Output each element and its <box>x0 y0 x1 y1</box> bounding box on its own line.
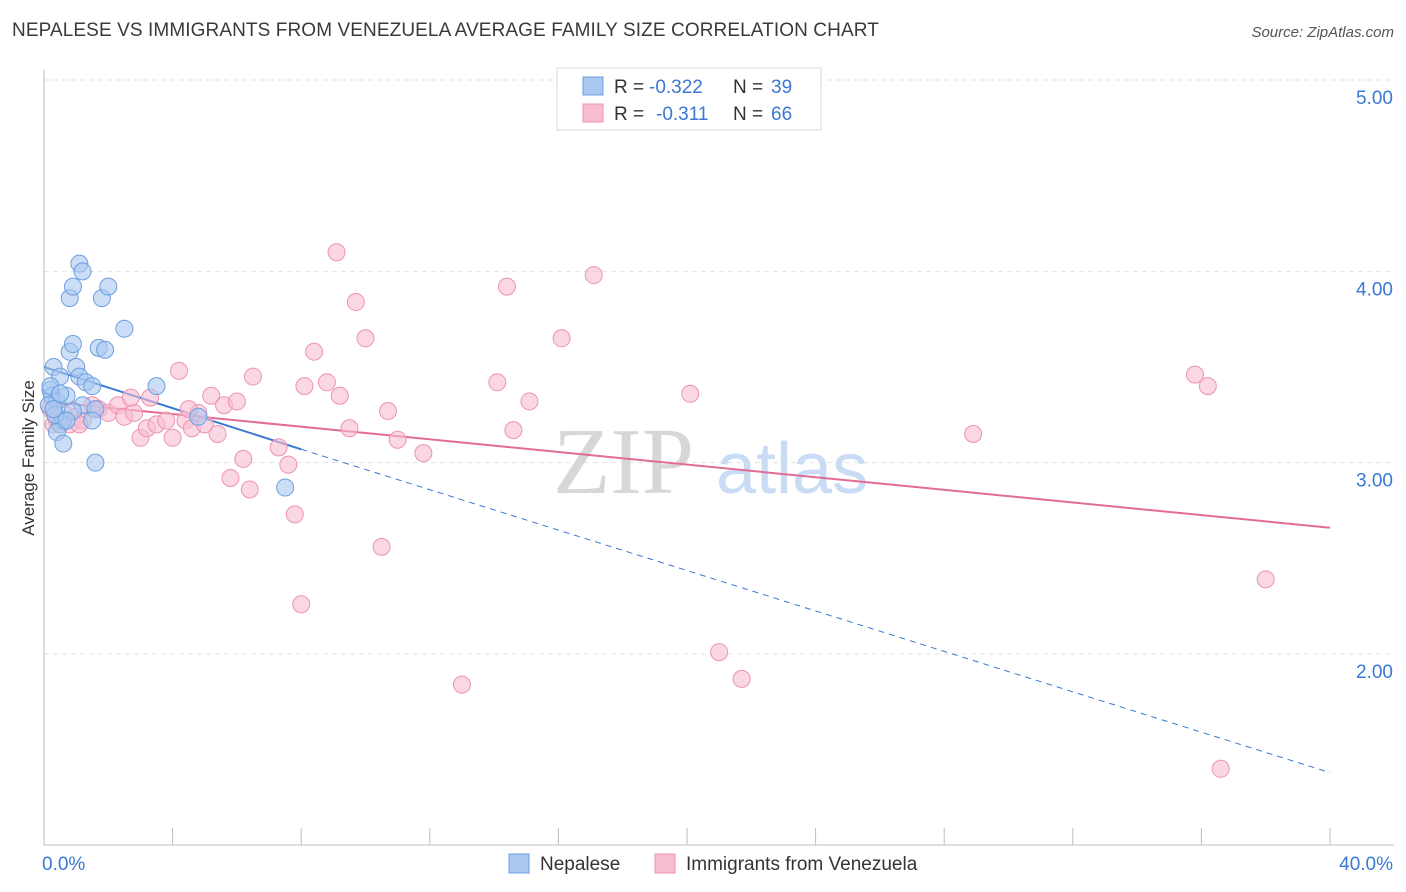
nepalese-point <box>189 407 208 426</box>
venezuela-point <box>317 373 336 392</box>
watermark-zip: ZIP <box>553 410 694 514</box>
venezuela-point <box>414 444 433 463</box>
venezuela-point <box>330 386 349 405</box>
venezuela-point <box>221 468 240 487</box>
bottom-legend-label-nepalese: Nepalese <box>540 854 620 875</box>
source-label: Source: ZipAtlas.com <box>1251 24 1394 41</box>
x-tick-label-max: 40.0% <box>1339 854 1393 875</box>
legend: R = -0.322 N = 39 R = -0.311 N = 66 <box>556 67 822 131</box>
venezuela-point <box>497 277 516 296</box>
venezuela-point <box>243 367 262 386</box>
legend-n-value-2: 66 <box>771 104 792 125</box>
nepalese-trend-extension <box>301 448 1331 774</box>
bottom-legend: Nepalese Immigrants from Venezuela <box>508 853 918 875</box>
venezuela-point <box>269 438 288 457</box>
data-points <box>39 243 1275 778</box>
venezuela-point <box>584 266 603 285</box>
venezuela-point <box>710 643 729 662</box>
nepalese-point <box>276 478 295 497</box>
venezuela-point <box>379 402 398 421</box>
nepalese-point <box>83 377 102 396</box>
legend-n-label-2: N = <box>733 104 763 125</box>
venezuela-point <box>346 292 365 311</box>
venezuela-point <box>163 428 182 447</box>
venezuela-point <box>292 595 311 614</box>
legend-swatch-venezuela <box>582 103 604 123</box>
venezuela-point <box>279 455 298 474</box>
venezuela-point <box>121 388 140 407</box>
legend-swatch-nepalese <box>582 76 604 96</box>
venezuela-point <box>732 669 751 688</box>
bottom-legend-label-venezuela: Immigrants from Venezuela <box>686 854 918 875</box>
bottom-legend-swatch-venezuela <box>654 853 676 874</box>
venezuela-point <box>340 419 359 438</box>
legend-r-label-2: R = <box>614 104 644 125</box>
venezuela-point <box>1256 570 1275 589</box>
nepalese-point <box>63 335 82 354</box>
x-tick-label-min: 0.0% <box>42 854 85 875</box>
y-axis-label: Average Family Size <box>19 380 38 536</box>
y-tick-label: 3.00 <box>1356 471 1393 492</box>
legend-n-value-1: 39 <box>771 77 792 98</box>
nepalese-point <box>147 377 166 396</box>
axes <box>43 70 1394 846</box>
venezuela-point <box>388 430 407 449</box>
y-tick-label: 2.00 <box>1356 662 1393 683</box>
nepalese-point <box>63 277 82 296</box>
venezuela-point <box>170 361 189 380</box>
venezuela-point <box>202 386 221 405</box>
venezuela-point <box>125 403 144 422</box>
legend-n-label-1: N = <box>733 77 763 98</box>
venezuela-point <box>1211 759 1230 778</box>
venezuela-point <box>285 505 304 524</box>
y-tick-label: 5.00 <box>1356 88 1393 109</box>
venezuela-point <box>356 329 375 348</box>
venezuela-point <box>305 342 324 361</box>
nepalese-point <box>73 262 92 281</box>
venezuela-point <box>1198 377 1217 396</box>
legend-r-value-2: -0.311 <box>656 104 708 125</box>
nepalese-point <box>44 400 63 419</box>
nepalese-point <box>86 453 105 472</box>
venezuela-point <box>964 424 983 443</box>
venezuela-point <box>520 392 539 411</box>
nepalese-point <box>51 384 70 403</box>
venezuela-point <box>157 411 176 430</box>
y-tick-label: 4.00 <box>1356 279 1393 300</box>
nepalese-point <box>96 340 115 359</box>
legend-r-value-1: -0.322 <box>649 77 703 98</box>
chart-title: NEPALESE VS IMMIGRANTS FROM VENEZUELA AV… <box>12 20 879 41</box>
watermark: ZIP atlas <box>553 410 868 514</box>
venezuela-point <box>552 329 571 348</box>
venezuela-point <box>327 243 346 262</box>
nepalese-point <box>57 411 76 430</box>
nepalese-point <box>54 434 73 453</box>
nepalese-point <box>115 319 134 338</box>
venezuela-trend-line <box>43 400 1331 529</box>
venezuela-point <box>1185 365 1204 384</box>
venezuela-point <box>240 480 259 499</box>
venezuela-point <box>504 421 523 440</box>
venezuela-point <box>681 384 700 403</box>
venezuela-point <box>372 537 391 556</box>
venezuela-point <box>234 449 253 468</box>
venezuela-point <box>452 675 471 694</box>
nepalese-point <box>99 277 118 296</box>
nepalese-point <box>83 411 102 430</box>
venezuela-point <box>208 424 227 443</box>
legend-r-label-1: R = <box>614 77 644 98</box>
venezuela-point <box>295 377 314 396</box>
venezuela-point <box>227 392 246 411</box>
tick-labels: 2.00 3.00 4.00 5.00 0.0% 40.0% <box>42 88 1393 875</box>
venezuela-point <box>488 373 507 392</box>
bottom-legend-swatch-nepalese <box>508 853 530 874</box>
